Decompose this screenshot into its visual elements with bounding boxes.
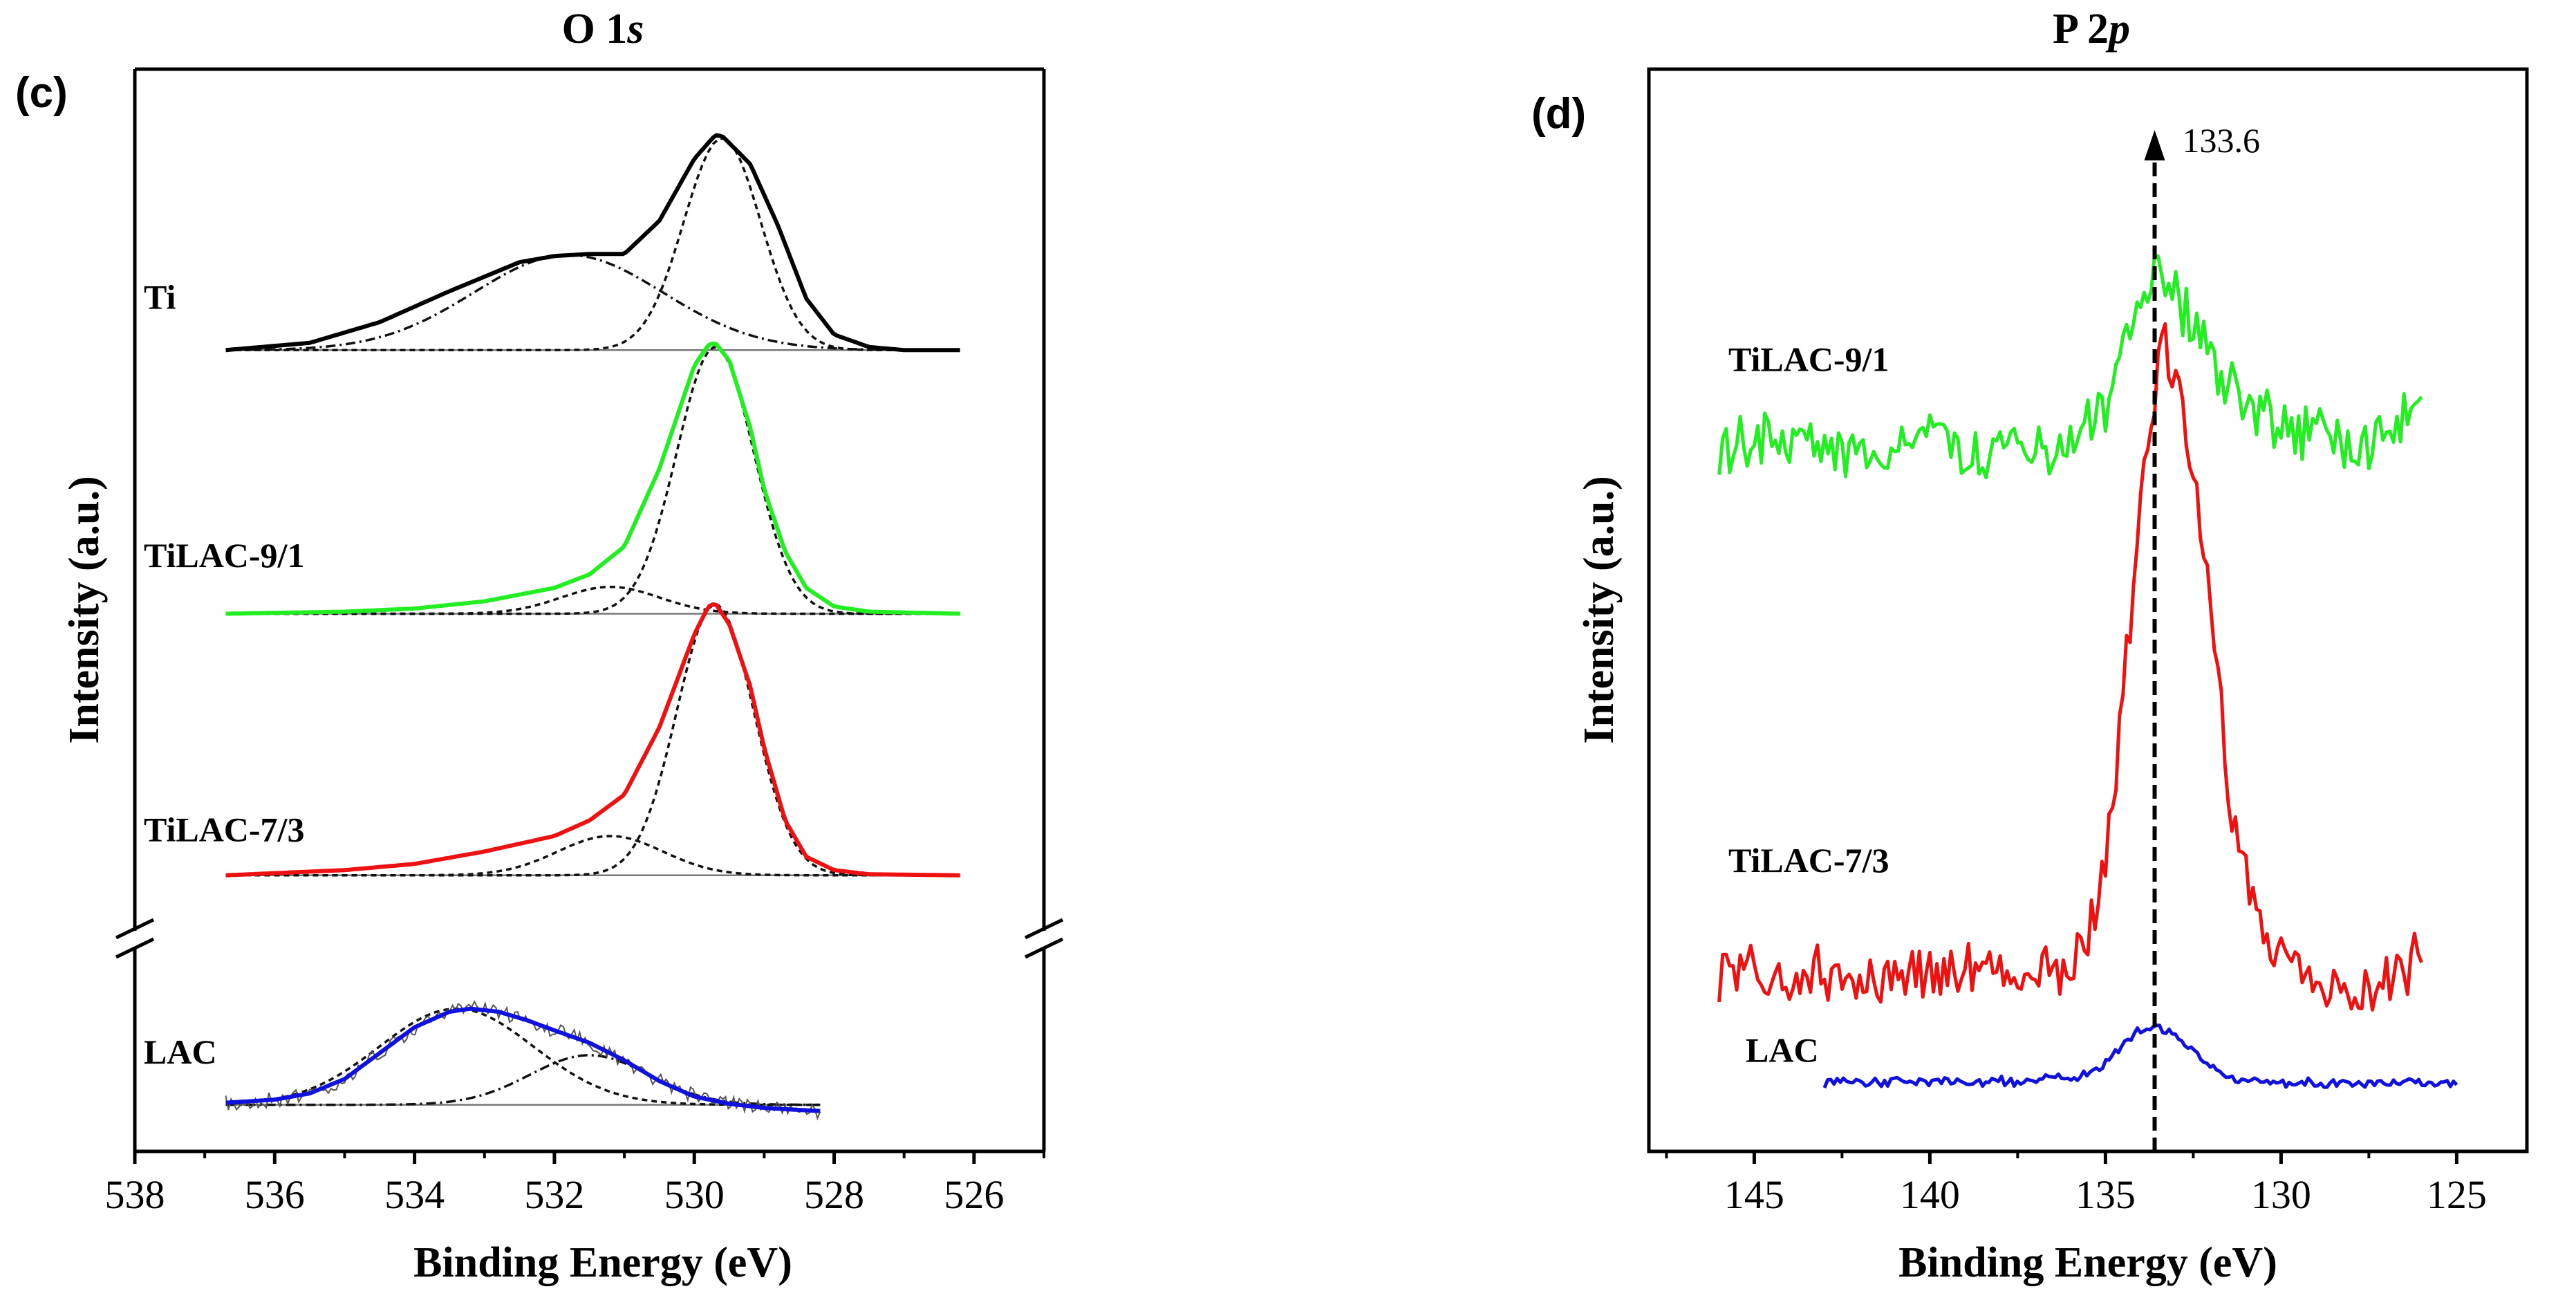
- panel-c-x-ticks: 538 536 534 532 530 528 526: [105, 1151, 1045, 1217]
- panel-c-series-lac: LAC: [144, 1000, 821, 1121]
- break-mark-right-1: [1024, 918, 1064, 940]
- panel-c-fit-component: [225, 835, 960, 877]
- panel-c-frame: [133, 67, 1046, 1153]
- panel-c-series-line: [225, 602, 960, 878]
- panel-c-y-axis-label: Intensity (a.u.): [61, 476, 108, 744]
- panel-d-x-tick-label: 125: [2427, 1172, 2487, 1217]
- panel-c-fit-component: [225, 1007, 821, 1106]
- panel-c-x-tick-label: 538: [105, 1172, 165, 1217]
- panel-c-x-tick-label: 528: [804, 1172, 864, 1217]
- panel-d-x-axis-label: Binding Energy (eV): [1898, 1239, 2277, 1286]
- panel-c-x-tick-label: 530: [664, 1172, 725, 1217]
- panel-c-series-line: [225, 341, 960, 616]
- panel-d-series-tilac-7-3: TiLAC-7/3: [1717, 322, 2423, 1012]
- panel-c-x-tick-label: 536: [245, 1172, 305, 1217]
- panel-d-series-line: [1822, 1023, 2458, 1089]
- break-mark-left-1: [115, 918, 155, 940]
- panel-d-series-label: TiLAC-7/3: [1728, 841, 1889, 880]
- panel-d-series-tilac-9-1: TiLAC-9/1: [1717, 253, 2423, 480]
- panel-c-plot-area: Ti TiLAC-9/1 TiLAC-7/3 LAC: [144, 133, 960, 1121]
- panel-c-fit-component: [225, 254, 960, 351]
- panel-d-plot-area: TiLAC-9/1 TiLAC-7/3 LAC 133.6: [1717, 121, 2458, 1151]
- panel-c-series-line: [225, 133, 960, 353]
- panel-c-series-label: LAC: [144, 1032, 217, 1071]
- panel-d-frame: [1647, 67, 2529, 1153]
- panel-c-fit-component: [225, 585, 960, 615]
- panel-c-x-tick-label: 532: [524, 1172, 584, 1217]
- panel-d-title: P 2p: [2053, 6, 2130, 53]
- panel-d-series-lac: LAC: [1746, 1023, 2458, 1089]
- panel-d-x-tick-label: 135: [2075, 1172, 2136, 1217]
- panel-d-letter: (d): [1531, 90, 1586, 138]
- panel-c-x-axis-label: Binding Energy (eV): [413, 1239, 792, 1286]
- panel-c-letter: (c): [15, 69, 68, 117]
- panel-d-x-ticks: 145 140 135 130 125: [1665, 1151, 2487, 1217]
- reference-value-label: 133.6: [2183, 121, 2261, 160]
- panel-d-x-tick-label: 145: [1724, 1172, 1784, 1217]
- panel-c-fit-component: [225, 1054, 821, 1106]
- panel-c-x-tick-label: 534: [384, 1172, 445, 1217]
- panel-c-series-tilac-7-3: TiLAC-7/3: [144, 602, 960, 878]
- panel-c-fit-component: [225, 346, 960, 615]
- panel-d-x-tick-label: 140: [1900, 1172, 1960, 1217]
- panel-c-axis-break-marks: [115, 918, 1064, 959]
- panel-d-series-label: LAC: [1746, 1030, 1819, 1069]
- panel-d-reference-line: 133.6: [2144, 121, 2261, 1151]
- panel-d-y-axis-label: Intensity (a.u.): [1576, 476, 1623, 744]
- panel-c-series-ti: Ti: [144, 133, 960, 353]
- panel-d-series-line: [1717, 253, 2423, 480]
- panel-c-title: O 1s: [562, 6, 644, 53]
- panel-c-series-label: TiLAC-7/3: [144, 810, 304, 849]
- panel-c-series-line: [225, 1006, 821, 1113]
- panel-c-series-label: Ti: [144, 277, 176, 316]
- panel-c-x-tick-label: 526: [944, 1172, 1004, 1217]
- break-mark-right-2: [1024, 937, 1064, 959]
- panel-d-x-tick-label: 130: [2251, 1172, 2311, 1217]
- panel-d-series-label: TiLAC-9/1: [1728, 340, 1889, 379]
- break-mark-left-2: [115, 937, 155, 959]
- panel-d-series-line: [1717, 322, 2423, 1012]
- panel-c-series-tilac-9-1: TiLAC-9/1: [144, 341, 960, 616]
- panel-c-series-label: TiLAC-9/1: [144, 536, 304, 575]
- reference-arrowhead: [2144, 130, 2165, 160]
